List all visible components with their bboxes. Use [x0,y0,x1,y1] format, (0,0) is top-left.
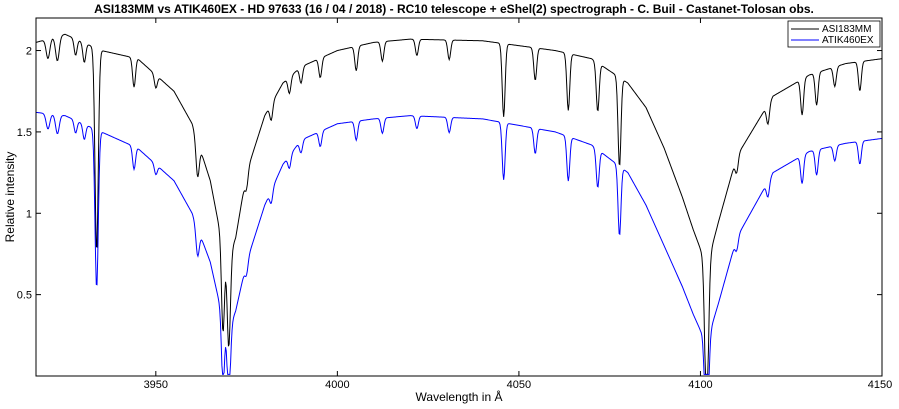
y-axis-label: Relative intensity [3,152,17,243]
x-tick-label: 4100 [688,379,712,391]
chart-title: ASI183MM vs ATIK460EX - HD 97633 (16 / 0… [94,2,814,16]
series-line-atik460ex [35,111,883,375]
x-tick-label: 3950 [144,379,168,391]
plot-area [36,18,882,376]
x-axis-ticks: 3950 4000 4050 4100 4150 [144,18,892,391]
legend-label-asi183mm: ASI183MM [822,24,871,35]
series-line-asi183mm [35,33,883,375]
y-tick-label: 1.5 [17,127,32,139]
legend: ASI183MM ATIK460EX [787,20,881,48]
x-tick-label: 4150 [868,379,892,391]
series-layer [35,33,883,375]
y-tick-label: 0.5 [17,290,32,302]
y-axis-ticks: 0.5 1 1.5 2 [17,46,882,302]
x-axis-label: Wavelength in Å [416,389,503,404]
x-tick-label: 4000 [325,379,349,391]
y-tick-label: 2 [26,46,32,58]
legend-box [787,20,881,48]
x-tick-label: 4050 [507,379,531,391]
y-tick-label: 1 [26,208,32,220]
legend-label-atik460ex: ATIK460EX [822,35,874,46]
plot-frame [35,17,883,377]
